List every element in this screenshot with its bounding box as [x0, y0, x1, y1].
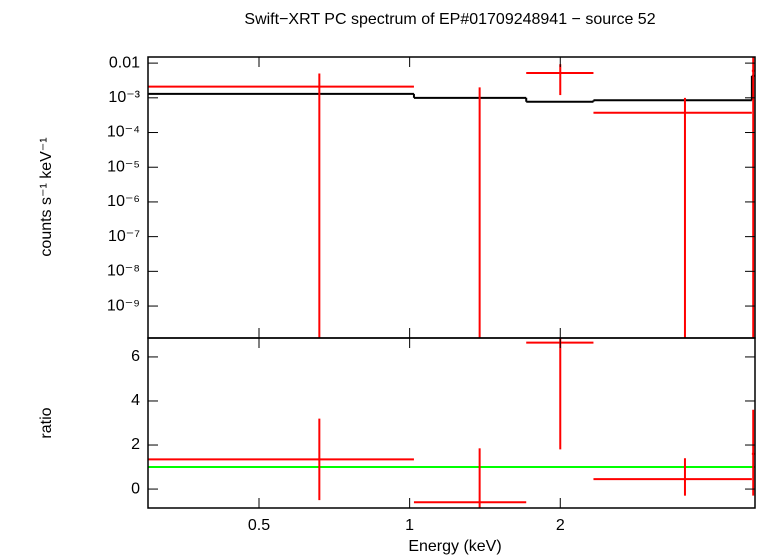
- chart-title: Swift−XRT PC spectrum of EP#01709248941 …: [244, 11, 655, 28]
- y-tick-label: 0: [131, 480, 140, 497]
- y-tick-label: 10⁻⁹: [107, 297, 140, 314]
- y-tick-label: 10⁻⁵: [107, 158, 140, 175]
- y-tick-label: 10⁻⁷: [108, 228, 140, 245]
- plot-area: [148, 338, 755, 508]
- plot-frame: [147, 56, 756, 339]
- x-tick-label: 2: [556, 517, 565, 534]
- y-axis-label: ratio: [38, 407, 55, 438]
- x-axis-label: Energy (keV): [408, 538, 501, 555]
- y-tick-label: 4: [131, 392, 140, 409]
- x-tick-label: 1: [405, 517, 414, 534]
- y-tick-label: 10⁻³: [108, 89, 140, 106]
- y-tick-label: 6: [131, 348, 140, 365]
- y-tick-label: 2: [131, 436, 140, 453]
- plot-area: [148, 57, 755, 338]
- x-tick-label: 0.5: [248, 517, 270, 534]
- y-tick-label: 10⁻⁶: [107, 193, 140, 210]
- plot-frame: [147, 337, 756, 509]
- y-tick-label: 0.01: [109, 54, 140, 71]
- y-tick-label: 10⁻⁸: [107, 263, 140, 280]
- y-tick-label: 10⁻⁴: [107, 124, 140, 141]
- y-axis-label: counts s⁻¹ keV⁻¹: [38, 137, 55, 256]
